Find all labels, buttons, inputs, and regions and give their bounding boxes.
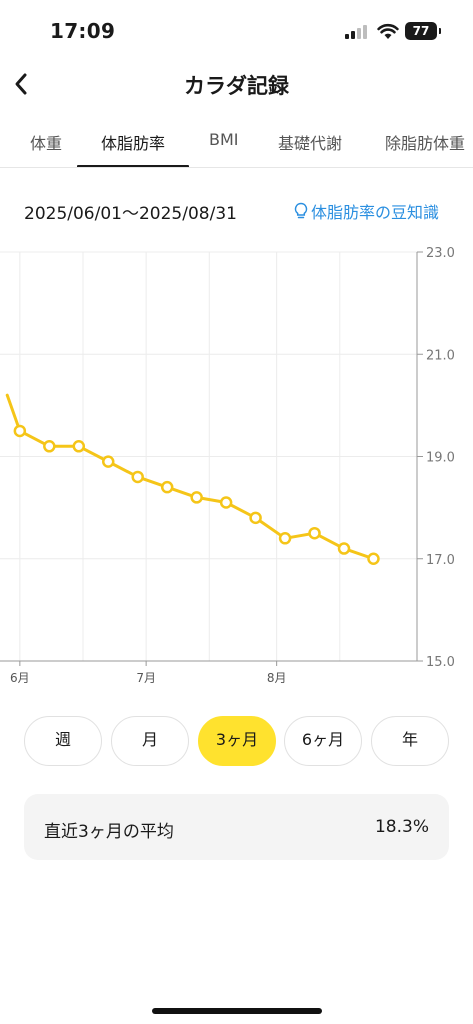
status-time: 17:09: [50, 19, 116, 43]
battery-icon: 77: [405, 22, 441, 40]
period-selector: 週 月 3ヶ月 6ヶ月 年: [24, 716, 449, 766]
period-month-button[interactable]: 月: [111, 716, 189, 766]
data-point: [72, 440, 86, 453]
period-3month-button[interactable]: 3ヶ月: [198, 716, 276, 766]
nav-bar: カラダ記録: [0, 62, 473, 106]
period-week-button[interactable]: 週: [24, 716, 102, 766]
average-label: 直近3ヶ月の平均: [44, 822, 174, 842]
period-year-button[interactable]: 年: [371, 716, 449, 766]
data-point: [308, 526, 321, 540]
tab-weight[interactable]: 体重: [30, 134, 63, 153]
average-card: 直近3ヶ月の平均 18.3%: [24, 794, 449, 860]
average-value: 18.3%: [374, 817, 429, 837]
data-point: [190, 491, 203, 504]
page-title: カラダ記録: [184, 74, 289, 98]
wifi-icon: [377, 22, 399, 44]
y-tick-label: 17.0: [426, 553, 455, 568]
back-icon[interactable]: [8, 68, 36, 100]
x-tick-label: 8月: [267, 671, 287, 685]
tab-basal-metabolism[interactable]: 基礎代謝: [278, 134, 343, 153]
data-point: [43, 440, 56, 453]
metric-tabs: 体重 体脂肪率 BMI 基礎代謝 除脂肪体重: [0, 120, 473, 168]
tab-body-fat[interactable]: 体脂肪率: [101, 134, 166, 153]
data-point: [367, 552, 380, 565]
data-point: [278, 532, 292, 545]
cellular-signal-icon: [345, 24, 369, 43]
home-indicator: [152, 1008, 322, 1014]
lightbulb-icon: [293, 202, 309, 220]
tab-bmi[interactable]: BMI: [209, 130, 239, 149]
period-6month-button[interactable]: 6ヶ月: [284, 716, 362, 766]
y-tick-label: 19.0: [426, 451, 455, 466]
body-fat-tips-link[interactable]: 体脂肪率の豆知識: [293, 199, 439, 223]
data-point: [249, 511, 262, 525]
chart-svg: 23.0 21.0 19.0 17.0 15.0 6月 7月 8月: [0, 246, 455, 685]
tips-label: 体脂肪率の豆知識: [311, 203, 440, 222]
y-tick-label: 15.0: [426, 655, 455, 670]
body-fat-chart: 23.0 21.0 19.0 17.0 15.0 6月 7月 8月: [0, 240, 473, 700]
active-tab-indicator: [77, 165, 189, 167]
data-point: [219, 496, 233, 509]
y-tick-label: 23.0: [426, 246, 455, 261]
date-range: 2025/06/01〜2025/08/31: [24, 204, 237, 224]
y-tick-label: 21.0: [426, 348, 455, 363]
data-point: [160, 480, 174, 494]
x-tick-label: 6月: [10, 671, 30, 685]
x-tick-label: 7月: [136, 671, 156, 685]
data-point: [337, 542, 351, 555]
data-point: [102, 455, 115, 468]
tab-lean-body-mass[interactable]: 除脂肪体重: [385, 134, 466, 153]
data-point: [13, 424, 27, 438]
data-point: [131, 470, 144, 484]
status-bar: 17:09 77: [0, 0, 473, 62]
